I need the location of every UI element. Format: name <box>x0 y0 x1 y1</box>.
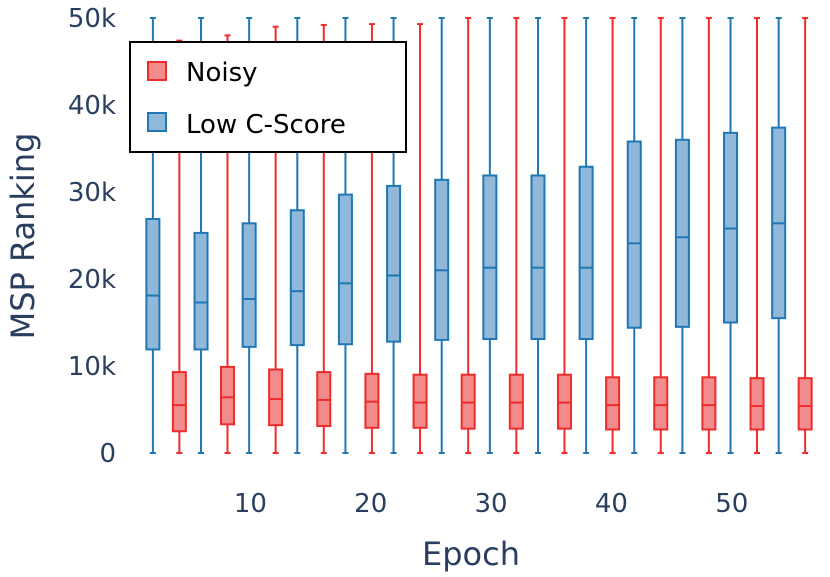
box-iqr <box>412 373 428 429</box>
x-tick-label: 50 <box>715 489 748 519</box>
x-tick-label: 20 <box>354 489 387 519</box>
x-tick-label: 40 <box>595 489 628 519</box>
box-iqr <box>434 178 450 341</box>
x-axis-title: Epoch <box>422 535 520 573</box>
y-tick-label: 20k <box>68 265 116 295</box>
box-low-c-score <box>771 17 787 454</box>
box-iqr <box>578 165 594 341</box>
box-noisy <box>460 17 476 454</box>
box-iqr <box>145 217 161 351</box>
box-low-c-score <box>482 17 498 454</box>
box-iqr <box>674 138 690 328</box>
box-noisy <box>605 17 621 454</box>
y-tick-label: 30k <box>68 178 116 208</box>
y-axis-title: MSP Ranking <box>4 133 42 340</box>
legend-swatch-low-c-score <box>147 112 167 132</box>
y-tick-label: 0 <box>99 439 116 469</box>
y-tick-label: 40k <box>68 91 116 121</box>
box-iqr <box>653 376 669 431</box>
box-noisy <box>749 17 765 454</box>
box-noisy <box>701 17 717 454</box>
box-low-c-score <box>626 17 642 454</box>
plot-area <box>145 17 813 454</box>
box-iqr <box>749 377 765 431</box>
box-iqr <box>337 193 353 346</box>
box-noisy <box>364 23 380 454</box>
box-low-c-score <box>578 17 594 454</box>
box-iqr <box>605 376 621 431</box>
legend-label-low-c-score: Low C-Score <box>186 110 346 140</box>
box-low-c-score <box>530 17 546 454</box>
box-iqr <box>289 209 305 347</box>
box-noisy <box>653 17 669 454</box>
box-iqr <box>268 368 284 427</box>
box-iqr <box>797 377 813 431</box>
box-iqr <box>482 174 498 341</box>
box-iqr <box>530 174 546 341</box>
box-iqr <box>386 184 402 343</box>
box-iqr <box>241 222 257 348</box>
box-iqr <box>219 365 235 426</box>
box-noisy <box>412 23 428 454</box>
x-tick-label: 30 <box>475 489 508 519</box>
box-iqr <box>701 376 717 431</box>
box-noisy <box>797 17 813 454</box>
box-noisy <box>508 17 524 454</box>
legend-label-noisy: Noisy <box>186 58 258 88</box>
box-noisy <box>556 17 572 454</box>
box-low-c-score <box>434 17 450 454</box>
box-iqr <box>193 231 209 351</box>
y-tick-label: 50k <box>68 4 116 34</box>
y-tick-label: 10k <box>68 352 116 382</box>
axes: 0 10k 20k 30k 40k 50k 10 20 30 40 50 <box>68 4 748 519</box>
box-iqr <box>171 371 187 433</box>
box-iqr <box>626 140 642 329</box>
legend-swatch-noisy <box>147 61 167 81</box>
legend-frame <box>129 41 407 153</box>
box-low-c-score <box>674 17 690 454</box>
legend: Noisy Low C-Score <box>129 41 407 153</box>
box-low-c-score <box>723 17 739 454</box>
x-tick-label: 10 <box>234 489 267 519</box>
